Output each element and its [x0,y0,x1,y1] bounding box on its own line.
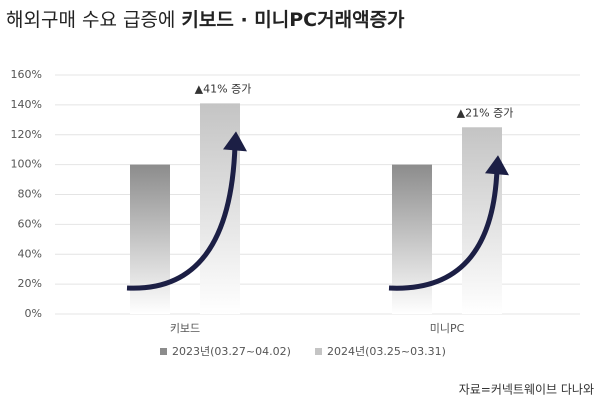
bar [392,164,432,314]
x-tick-label: 미니PC [430,322,465,335]
chart-title: 해외구매 수요 급증에 키보드 · 미니PC거래액증가 [6,9,405,31]
annotation: ▲41% 증가 [195,82,252,95]
y-tick-label: 120% [11,128,42,141]
x-tick-label: 키보드 [170,322,200,335]
trend-arrow [126,145,238,291]
source: 자료=커넥트웨이브 다나와 [459,383,594,397]
bar [462,127,502,314]
legend-swatch [160,348,167,355]
y-tick-label: 0% [25,307,42,320]
bar [130,164,170,314]
legend-swatch [315,348,322,355]
legend-label: 2023년(03.27~04.02) [172,345,291,358]
y-tick-label: 60% [18,217,42,230]
title-part: 해외구매 수요 급증에 [6,9,175,31]
y-tick-label: 160% [11,68,42,81]
y-tick-label: 40% [18,247,42,260]
y-tick-label: 80% [18,188,42,201]
arrow-head [223,131,247,152]
legend-label: 2024년(03.25~03.31) [327,345,446,358]
trend-arrow [388,169,500,291]
arrow-head [485,155,509,176]
y-tick-label: 100% [11,158,42,171]
annotation: ▲21% 증가 [457,106,514,119]
y-tick-label: 140% [11,98,42,111]
y-tick-label: 20% [18,277,42,290]
title-emphasis: 키보드 · 미니PC거래액증가 [181,9,405,31]
